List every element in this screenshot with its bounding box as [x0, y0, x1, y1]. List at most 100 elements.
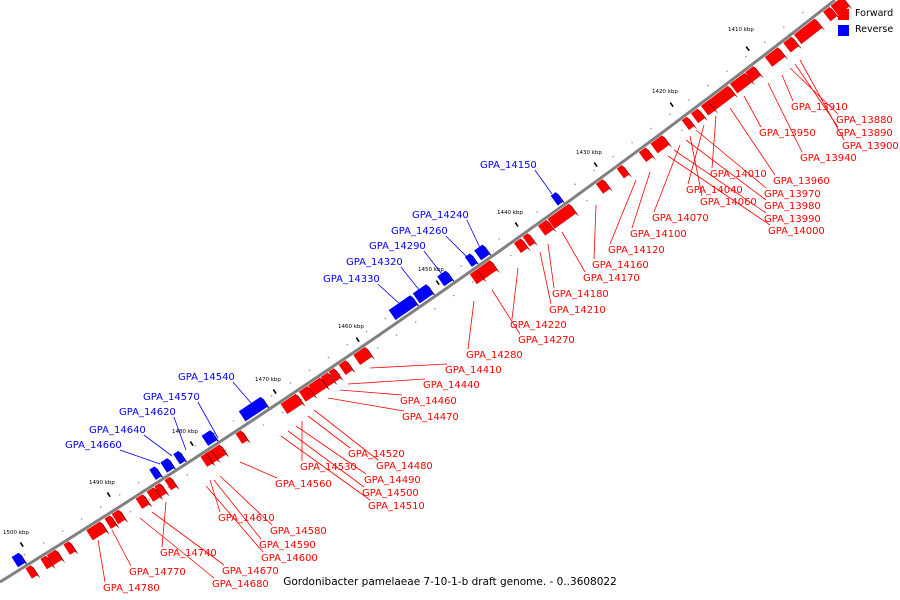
reverse-swatch [838, 25, 849, 36]
forward-leader-line [369, 363, 448, 369]
forward-leader-line [685, 139, 767, 201]
position-dot [186, 474, 189, 476]
reverse-gene [388, 295, 417, 321]
forward-gene [730, 73, 752, 94]
forward-leader-line [239, 461, 278, 479]
position-dot [365, 330, 368, 333]
reverse-leader-line [197, 401, 219, 439]
reverse-leader-line [400, 266, 425, 297]
position-dot [327, 356, 330, 359]
reverse-gene [149, 466, 161, 480]
forward-gene [146, 487, 160, 502]
forward-gene-label: GPA_14210 [549, 305, 606, 316]
forward-leader-line [219, 475, 273, 526]
forward-gene-label: GPA_14580 [270, 526, 327, 537]
position-dot [452, 294, 455, 297]
forward-gene-shade [843, 0, 853, 10]
forward-gene [235, 430, 248, 444]
reverse-leader-line [466, 219, 483, 253]
forward-leader-line [491, 289, 521, 335]
forward-gene-label: GPA_14590 [259, 540, 316, 551]
reverse-leader-line [143, 434, 173, 457]
gene-labels-layer: GPA_13910GPA_13880GPA_13890GPA_13900GPA_… [65, 102, 899, 594]
tick-label: 1490 kbp [89, 480, 115, 486]
forward-leader-line [593, 204, 597, 260]
forward-gene [616, 165, 629, 179]
forward-gene-label: GPA_14270 [518, 335, 575, 346]
reverse-gene [550, 192, 563, 206]
forward-gene-label: GPA_14490 [364, 475, 421, 486]
forward-gene [513, 238, 528, 253]
tick-mark [189, 441, 194, 447]
position-dot [471, 281, 474, 283]
reverse-leader-line [423, 250, 449, 283]
forward-leader-line [313, 409, 379, 461]
position-dot [232, 420, 235, 422]
position-dot [586, 199, 588, 202]
forward-leader-line [327, 397, 405, 412]
forward-leader-line [689, 135, 703, 197]
tick-label: 1440 kbp [497, 210, 523, 216]
forward-gene-label: GPA_14040 [686, 185, 743, 196]
reverse-gene-label: GPA_14150 [480, 160, 537, 171]
position-dot [681, 129, 683, 132]
forward-gene-label: GPA_14520 [348, 449, 405, 460]
reverse-gene-label: GPA_14640 [89, 425, 146, 436]
tick-mark [19, 542, 24, 548]
genes-layer [11, 0, 853, 579]
reverse-gene [11, 552, 25, 568]
forward-gene-label: GPA_13950 [759, 128, 816, 139]
position-dot [433, 307, 436, 310]
forward-gene-label: GPA_13980 [764, 201, 821, 212]
forward-gene [764, 47, 785, 67]
tick-mark [745, 46, 750, 52]
reverse-gene-label: GPA_14620 [119, 407, 176, 418]
forward-gene [308, 377, 327, 396]
position-dot [460, 264, 463, 267]
forward-gene-label: GPA_14510 [368, 501, 425, 512]
position-dot [574, 183, 576, 186]
forward-gene-label: GPA_14010 [710, 169, 767, 180]
forward-gene [86, 521, 107, 541]
reverse-leader-line [445, 235, 475, 265]
position-dot [289, 382, 292, 384]
forward-gene-label: GPA_14670 [222, 566, 279, 577]
position-dot [137, 481, 140, 484]
forward-gene [783, 36, 799, 53]
forward-swatch [838, 9, 849, 20]
position-dot [498, 238, 501, 240]
position-dot [384, 317, 387, 320]
forward-leader-line [339, 389, 403, 396]
forward-gene [547, 203, 576, 229]
forward-gene [638, 147, 653, 162]
forward-gene [46, 549, 62, 566]
genome-backbone [0, 0, 836, 584]
tick-label: 1460 kbp [338, 324, 364, 330]
forward-gene [40, 555, 52, 570]
forward-leader-line [781, 74, 794, 102]
forward-gene [793, 18, 822, 45]
forward-gene-label: GPA_14600 [261, 553, 318, 564]
tick-label: 1480 kbp [172, 429, 198, 435]
position-dot [669, 113, 671, 116]
legend: Forward Reverse [838, 8, 900, 41]
tick-label: 1420 kbp [652, 89, 678, 95]
reverse-leader-line [119, 449, 161, 465]
forward-gene-label: GPA_14120 [608, 245, 665, 256]
tick-label: 1430 kbp [576, 150, 602, 156]
tick-mark [106, 492, 111, 498]
forward-gene-label: GPA_14470 [402, 412, 459, 423]
forward-gene-label: GPA_13880 [836, 115, 893, 126]
forward-gene [823, 6, 837, 22]
forward-gene [469, 269, 484, 285]
tick-label: 1500 kbp [3, 530, 29, 536]
forward-gene-label: GPA_14160 [592, 260, 649, 271]
position-dot [802, 11, 804, 14]
tick-mark [272, 389, 277, 395]
reverse-gene [238, 396, 268, 422]
forward-gene [280, 394, 303, 414]
forward-gene [210, 444, 226, 461]
forward-gene [164, 476, 177, 491]
position-dot [129, 510, 132, 513]
forward-leader-line [799, 59, 845, 141]
